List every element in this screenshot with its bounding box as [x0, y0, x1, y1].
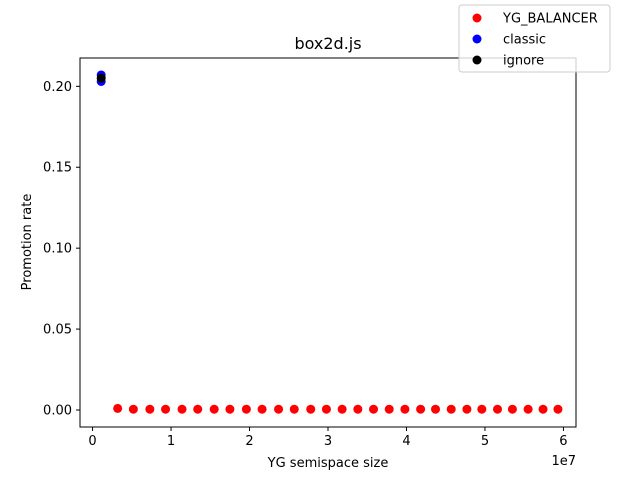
- data-point-yg-balancer: [400, 404, 410, 414]
- data-point-yg-balancer: [161, 404, 171, 414]
- data-point-yg-balancer: [353, 404, 363, 414]
- y-tick-label: 0.00: [43, 404, 72, 419]
- data-point-yg-balancer: [369, 404, 379, 414]
- legend-label-classic: classic: [503, 33, 546, 48]
- data-point-yg-balancer: [257, 404, 267, 414]
- legend-marker-ignore: [472, 55, 482, 65]
- data-point-yg-balancer: [113, 403, 123, 413]
- data-point-yg-balancer: [538, 404, 548, 414]
- x-tick-label: 6: [559, 434, 567, 449]
- chart-title: box2d.js: [294, 34, 361, 53]
- data-point-yg-balancer: [446, 404, 456, 414]
- data-point-yg-balancer: [337, 404, 347, 414]
- x-tick-label: 4: [402, 434, 410, 449]
- data-point-yg-balancer: [225, 404, 235, 414]
- data-point-yg-balancer: [241, 404, 251, 414]
- x-offset-label: 1e7: [551, 454, 576, 469]
- data-point-yg-balancer: [274, 404, 284, 414]
- x-tick-label: 3: [324, 434, 332, 449]
- data-point-yg-balancer: [507, 404, 517, 414]
- data-point-yg-balancer: [177, 404, 187, 414]
- legend-label-ignore: ignore: [503, 54, 544, 69]
- data-point-yg-balancer: [209, 404, 219, 414]
- data-point-yg-balancer: [493, 404, 503, 414]
- data-point-yg-balancer: [193, 404, 203, 414]
- x-tick-label: 2: [245, 434, 253, 449]
- legend-marker-classic: [472, 34, 482, 44]
- x-tick-label: 1: [167, 434, 175, 449]
- y-tick-label: 0.15: [43, 161, 72, 176]
- data-point-yg-balancer: [553, 404, 563, 414]
- legend-box: [458, 4, 611, 73]
- x-axis-title: YG semispace size: [267, 456, 389, 471]
- plot-area: [96, 70, 563, 414]
- data-point-ignore: [96, 73, 106, 83]
- y-tick-label: 0.05: [43, 323, 72, 338]
- data-point-yg-balancer: [462, 404, 472, 414]
- data-point-yg-balancer: [384, 404, 394, 414]
- data-point-yg-balancer: [416, 404, 426, 414]
- x-axis: 0 1 2 3 4 5 6: [88, 427, 568, 449]
- data-point-yg-balancer: [431, 404, 441, 414]
- x-tick-label: 5: [481, 434, 489, 449]
- data-point-yg-balancer: [321, 404, 331, 414]
- data-point-yg-balancer: [523, 404, 533, 414]
- y-axis-title: Promotion rate: [20, 194, 35, 291]
- data-point-yg-balancer: [306, 404, 316, 414]
- legend-marker-yg-balancer: [472, 13, 482, 23]
- y-tick-label: 0.10: [43, 242, 72, 257]
- y-tick-label: 0.20: [43, 80, 72, 95]
- data-point-yg-balancer: [477, 404, 487, 414]
- legend-label-yg-balancer: YG_BALANCER: [502, 12, 598, 27]
- data-point-yg-balancer: [128, 404, 138, 414]
- data-point-yg-balancer: [289, 404, 299, 414]
- x-tick-label: 0: [88, 434, 96, 449]
- y-axis: 0.00 0.05 0.10 0.15 0.20: [43, 80, 80, 419]
- data-point-yg-balancer: [145, 404, 155, 414]
